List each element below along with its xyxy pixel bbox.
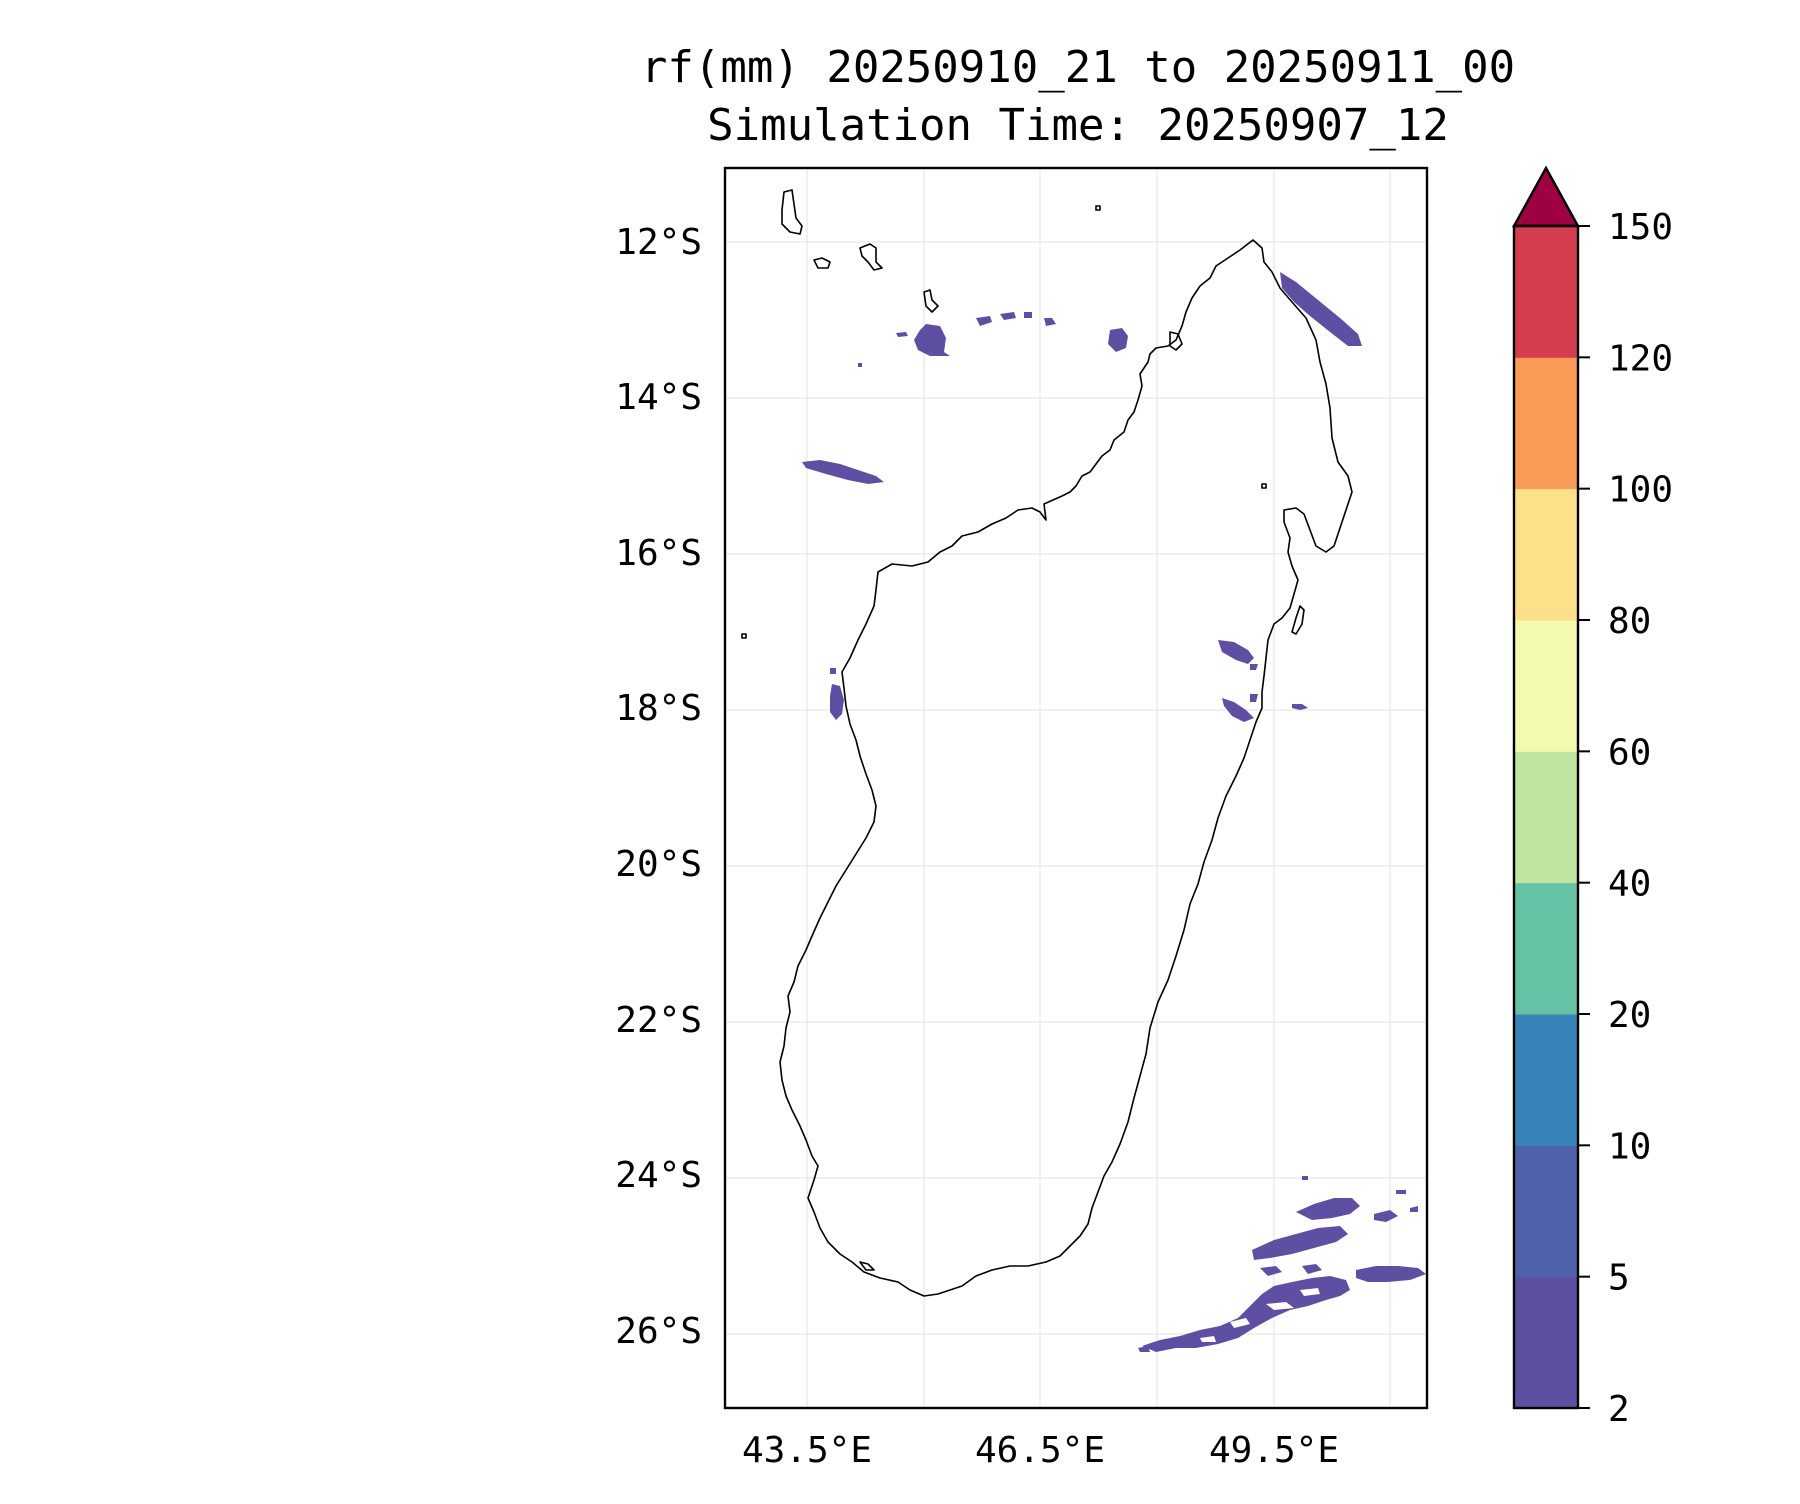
rain-patch-east-a xyxy=(1218,640,1254,664)
rain-patch-southeast-small-b xyxy=(1396,1190,1406,1194)
colorbar-tick-label-20: 20 xyxy=(1608,995,1651,1036)
coastline-islet-glorieuses xyxy=(1095,205,1101,211)
rain-patch-southeast-east xyxy=(1356,1266,1426,1282)
title-line-1: rf(mm) 20250910_21 to 20250911_00 xyxy=(641,42,1515,93)
coastline-islet-west xyxy=(741,633,747,639)
rain-patch-small-west xyxy=(896,332,908,337)
rain-patch-southeast-tail xyxy=(1138,1346,1150,1352)
rain-patch-isles-b xyxy=(1000,312,1016,320)
latitude-labels: 12°S 14°S 16°S 18°S 20°S 22°S 24°S 26°S xyxy=(615,222,702,1352)
rainfall-patches xyxy=(802,272,1426,1352)
colorbar-tick-label-40: 40 xyxy=(1608,864,1651,905)
colorbar-bin-5-10 xyxy=(1514,1145,1578,1278)
colorbar-bin-60-80 xyxy=(1514,620,1578,752)
lat-label-26s: 26°S xyxy=(615,1311,702,1352)
colorbar-ticks: 2 5 10 20 40 60 80 100 120 150 xyxy=(1578,207,1673,1430)
coastline-nosy-be xyxy=(1169,331,1183,351)
coastline-grande-comore xyxy=(781,189,803,235)
colorbar-bin-80-100 xyxy=(1514,488,1578,621)
rain-patch-nosy-be xyxy=(1108,328,1128,352)
colorbar-bin-100-120 xyxy=(1514,357,1578,490)
colorbar-bin-40-60 xyxy=(1514,751,1578,884)
colorbar-tick-label-5: 5 xyxy=(1608,1258,1630,1299)
colorbar-tick-label-80: 80 xyxy=(1608,601,1651,642)
lat-label-16s: 16°S xyxy=(615,533,702,574)
coastlines xyxy=(741,189,1353,1297)
rain-patch-east-e xyxy=(1292,704,1308,710)
colorbar: 2 5 10 20 40 60 80 100 120 150 xyxy=(1511,165,1673,1430)
rain-gap-c xyxy=(1300,1288,1320,1296)
colorbar-bin-10-20 xyxy=(1514,1014,1578,1146)
colorbar-tick-label-150: 150 xyxy=(1608,207,1673,248)
lon-label-46-5e: 46.5°E xyxy=(975,1430,1105,1471)
coastline-sainte-marie xyxy=(1291,605,1305,635)
colorbar-tick-label-120: 120 xyxy=(1608,338,1673,379)
rain-patch-dot xyxy=(858,363,862,367)
rain-patch-isles-a xyxy=(976,316,992,326)
lat-label-12s: 12°S xyxy=(615,222,702,263)
rain-patch-west-streak xyxy=(802,460,884,484)
lat-label-22s: 22°S xyxy=(615,1000,702,1041)
lon-label-43-5e: 43.5°E xyxy=(742,1430,872,1471)
rain-gap-a xyxy=(1266,1302,1294,1310)
rain-patch-isles-c xyxy=(1024,312,1032,318)
colorbar-bin-120-150 xyxy=(1514,226,1578,358)
lat-label-18s: 18°S xyxy=(615,688,702,729)
rain-patch-southeast-small-c xyxy=(1260,1266,1282,1276)
colorbar-tick-label-60: 60 xyxy=(1608,732,1651,773)
lat-label-20s: 20°S xyxy=(615,844,702,885)
lat-label-24s: 24°S xyxy=(615,1155,702,1196)
rain-patch-west-coast-b xyxy=(830,684,844,720)
colorbar-bin-20-40 xyxy=(1514,882,1578,1015)
colorbar-tick-label-10: 10 xyxy=(1608,1126,1651,1167)
lon-label-49-5e: 49.5°E xyxy=(1209,1430,1339,1471)
coastline-madagascar xyxy=(779,239,1353,1297)
rain-patch-east-b xyxy=(1250,664,1258,670)
map-background xyxy=(725,168,1427,1408)
coastline-islet-east xyxy=(1261,483,1267,489)
coastline-mayotte xyxy=(923,289,939,313)
lat-label-14s: 14°S xyxy=(615,377,702,418)
coastline-islet-south xyxy=(859,1261,875,1271)
gridlines xyxy=(725,168,1427,1408)
rain-patch-southeast-mid xyxy=(1252,1226,1348,1260)
map-panel: 12°S 14°S 16°S 18°S 20°S 22°S 24°S 26°S … xyxy=(615,166,1429,1471)
colorbar-tick-label-2: 2 xyxy=(1608,1389,1630,1430)
coastline-anjouan xyxy=(859,243,883,271)
rain-patch-southeast-small-a xyxy=(1374,1210,1398,1222)
rain-patch-east-d xyxy=(1250,694,1258,702)
colorbar-tick-label-100: 100 xyxy=(1608,470,1673,511)
rain-gaps xyxy=(1200,1288,1320,1342)
rain-patch-west-coast-a xyxy=(830,668,836,674)
coastline-moheli xyxy=(813,257,831,269)
rain-patch-southeast-upper xyxy=(1296,1198,1360,1220)
title-line-2: Simulation Time: 20250907_12 xyxy=(707,100,1449,151)
rain-patch-east-c xyxy=(1222,698,1254,722)
rain-patch-north-tip xyxy=(1280,272,1362,346)
colorbar-extend-arrow xyxy=(1511,165,1581,228)
map-frame xyxy=(723,166,1429,1410)
rain-patch-isles-d xyxy=(1044,318,1056,326)
rain-gap-d xyxy=(1200,1336,1216,1342)
rain-patch-southeast-far-b xyxy=(1302,1176,1308,1180)
colorbar-bins xyxy=(1514,226,1578,1409)
longitude-labels: 43.5°E 46.5°E 49.5°E xyxy=(742,1430,1339,1471)
rain-patch-southeast-band xyxy=(1142,1276,1350,1352)
rain-patch-southeast-small-d xyxy=(1302,1264,1322,1274)
colorbar-frame xyxy=(1512,224,1580,1410)
rain-gap-b xyxy=(1230,1318,1250,1328)
rain-patch-mayotte-area xyxy=(914,324,950,356)
colorbar-bin-2-5 xyxy=(1514,1276,1578,1409)
rain-patch-southeast-far-a xyxy=(1410,1206,1418,1212)
